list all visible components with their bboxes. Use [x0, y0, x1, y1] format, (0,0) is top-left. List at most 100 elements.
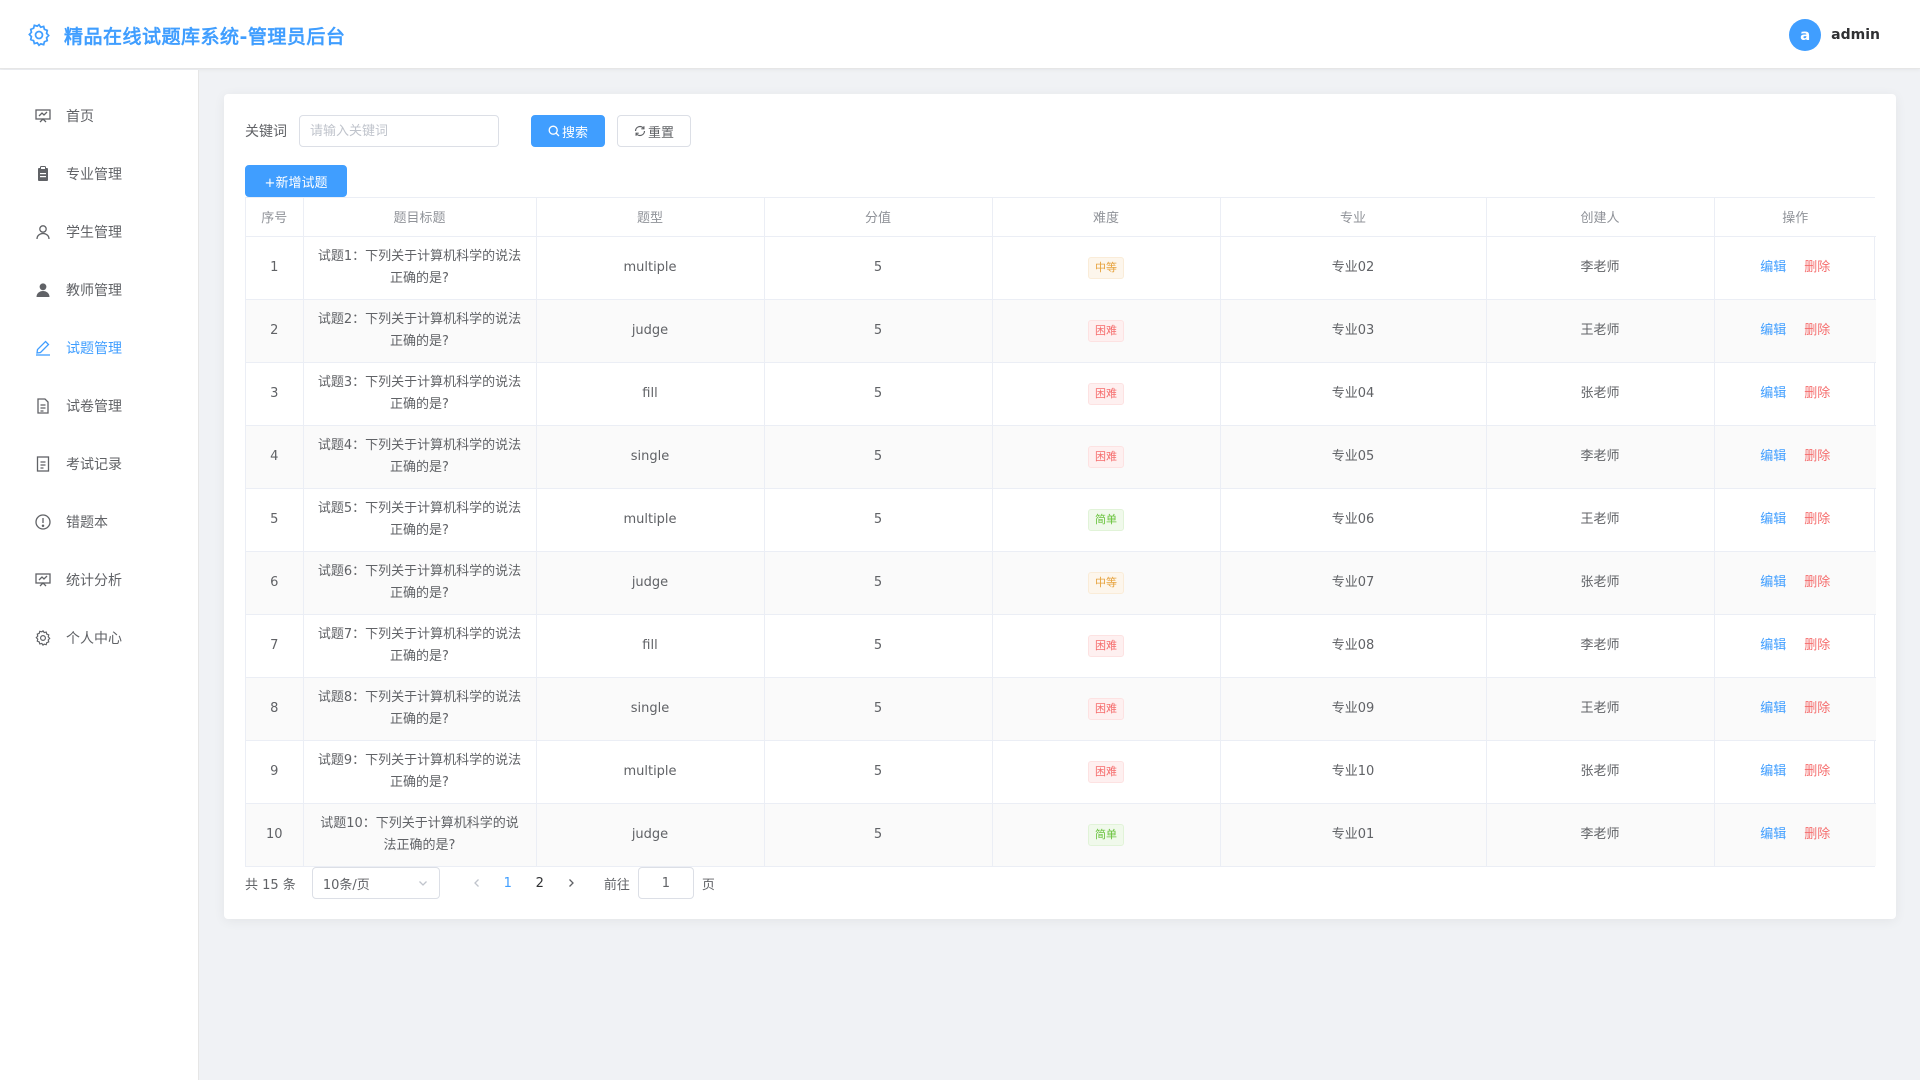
difficulty-tag: 中等 — [1088, 256, 1124, 279]
top-header: 精品在线试题库系统-管理员后台 a admin — [0, 0, 1920, 69]
question-type: single — [536, 425, 765, 489]
sidebar-item-exam-records[interactable]: 考试记录 — [0, 435, 198, 493]
keyword-input[interactable] — [299, 115, 499, 147]
difficulty-cell: 困难 — [992, 362, 1221, 426]
add-question-button[interactable]: +新增试题 — [245, 165, 347, 197]
sidebar-item-papers[interactable]: 试卷管理 — [0, 377, 198, 435]
page-size-value: 10条/页 — [322, 877, 370, 893]
edit-button[interactable]: 编辑 — [1760, 826, 1787, 842]
edit-button[interactable]: 编辑 — [1760, 448, 1787, 464]
questions-table: 序号 题目标题 题型 分值 难度 专业 创建人 操作 1 试题1：下列关于计算机科… — [245, 197, 1876, 867]
question-creator: 李老师 — [1486, 803, 1715, 866]
search-button-label: 搜索 — [561, 125, 588, 141]
question-type: judge — [536, 803, 765, 866]
question-creator: 张老师 — [1486, 551, 1715, 615]
goto-page-input[interactable] — [637, 867, 694, 899]
reset-button[interactable]: 重置 — [617, 115, 691, 147]
user-menu[interactable]: a admin — [1789, 19, 1880, 51]
question-score: 5 — [764, 740, 993, 804]
row-number: 4 — [246, 425, 304, 489]
question-major: 专业02 — [1220, 236, 1487, 300]
page-number[interactable]: 1 — [503, 875, 512, 891]
sidebar-item-label: 试题管理 — [66, 341, 122, 357]
sidebar-item-label: 专业管理 — [66, 167, 122, 183]
difficulty-tag: 简单 — [1088, 823, 1124, 846]
row-number: 2 — [246, 299, 304, 363]
question-type: fill — [536, 362, 765, 426]
delete-button[interactable]: 删除 — [1804, 511, 1831, 527]
difficulty-cell: 中等 — [992, 551, 1221, 615]
question-title: 试题10：下列关于计算机科学的说法正确的是? — [303, 803, 537, 866]
clipboard-icon — [34, 165, 52, 183]
delete-button[interactable]: 删除 — [1804, 448, 1831, 464]
edit-button[interactable]: 编辑 — [1760, 322, 1787, 338]
question-score: 5 — [764, 803, 993, 866]
table-header-row: 序号 题目标题 题型 分值 难度 专业 创建人 操作 — [246, 198, 1876, 237]
delete-button[interactable]: 删除 — [1804, 637, 1831, 653]
user-icon — [34, 223, 52, 241]
sidebar-item-profile[interactable]: 个人中心 — [0, 609, 198, 667]
sidebar-item-label: 错题本 — [66, 515, 108, 531]
difficulty-tag: 中等 — [1088, 571, 1124, 594]
table-row: 10 试题10：下列关于计算机科学的说法正确的是? judge 5 简单 专业01 李老师编… — [246, 803, 1876, 866]
question-title: 试题4：下列关于计算机科学的说法正确的是? — [303, 425, 537, 489]
difficulty-tag: 简单 — [1088, 508, 1124, 531]
sidebar-item-label: 学生管理 — [66, 225, 122, 241]
actions-cell: 编辑 删除 — [1714, 488, 1876, 552]
delete-button[interactable]: 删除 — [1804, 259, 1831, 275]
question-type: judge — [536, 299, 765, 363]
sidebar-item-statistics[interactable]: 统计分析 — [0, 551, 198, 609]
column-header: 题型 — [536, 198, 765, 237]
difficulty-tag: 困难 — [1088, 382, 1124, 405]
question-title: 试题6：下列关于计算机科学的说法正确的是? — [303, 551, 537, 615]
edit-button[interactable]: 编辑 — [1760, 637, 1787, 653]
page-size-select[interactable]: 10条/页 — [311, 867, 440, 899]
table-row: 4 试题4：下列关于计算机科学的说法正确的是? single 5 困难 专业05 李老师 编辑… — [246, 425, 1876, 489]
table-row: 5 试题5：下列关于计算机科学的说法正确的是? multiple 5 简单 专业06 王老师… — [246, 488, 1876, 552]
question-type: multiple — [536, 740, 765, 804]
prev-page-button[interactable] — [462, 869, 492, 897]
question-title: 试题3：下列关于计算机科学的说法正确的是? — [303, 362, 537, 426]
edit-button[interactable]: 编辑 — [1760, 385, 1787, 401]
actions-cell: 编辑 删除 — [1714, 425, 1876, 489]
delete-button[interactable]: 删除 — [1804, 763, 1831, 779]
edit-button[interactable]: 编辑 — [1760, 763, 1787, 779]
delete-button[interactable]: 删除 — [1804, 574, 1831, 590]
sidebar-item-majors[interactable]: 专业管理 — [0, 145, 198, 203]
delete-button[interactable]: 删除 — [1804, 322, 1831, 338]
delete-button[interactable]: 删除 — [1804, 700, 1831, 716]
avatar[interactable]: a — [1789, 19, 1822, 51]
sidebar-item-questions[interactable]: 试题管理 — [0, 319, 198, 377]
table-body: 1 试题1：下列关于计算机科学的说法正确的是? multiple 5 中等 专业02 李老师… — [246, 236, 1876, 866]
search-icon — [548, 125, 560, 137]
edit-button[interactable]: 编辑 — [1760, 259, 1787, 275]
difficulty-cell: 困难 — [992, 677, 1221, 741]
delete-button[interactable]: 删除 — [1804, 826, 1831, 842]
gear-icon — [26, 22, 52, 48]
row-number: 3 — [246, 362, 304, 426]
setting-icon — [34, 629, 52, 647]
sidebar-item-home[interactable]: 首页 — [0, 87, 198, 145]
sidebar-item-students[interactable]: 学生管理 — [0, 203, 198, 261]
row-number: 1 — [246, 236, 304, 300]
sidebar-item-wrong-book[interactable]: 错题本 — [0, 493, 198, 551]
edit-button[interactable]: 编辑 — [1760, 700, 1787, 716]
sidebar-item-label: 首页 — [66, 109, 94, 125]
actions-cell: 编辑 删除 — [1714, 803, 1876, 866]
edit-button[interactable]: 编辑 — [1760, 511, 1787, 527]
sidebar-item-label: 统计分析 — [66, 573, 122, 589]
question-creator: 李老师 — [1486, 614, 1715, 678]
keyword-label: 关键词 — [245, 124, 287, 140]
question-type: judge — [536, 551, 765, 615]
next-page-button[interactable] — [556, 869, 586, 897]
sidebar-item-teachers[interactable]: 教师管理 — [0, 261, 198, 319]
search-button[interactable]: 搜索 — [531, 115, 605, 147]
table-row: 8 试题8：下列关于计算机科学的说法正确的是? single 5 困难 专业09 王老师 编辑… — [246, 677, 1876, 741]
column-header: 分值 — [764, 198, 993, 237]
table-row: 3 试题3：下列关于计算机科学的说法正确的是? fill 5 困难 专业04 张老师 编辑 删除 — [246, 362, 1876, 426]
edit-button[interactable]: 编辑 — [1760, 574, 1787, 590]
column-header: 创建人 — [1486, 198, 1715, 237]
page-number[interactable]: 2 — [535, 875, 544, 891]
username[interactable]: admin — [1831, 27, 1880, 43]
delete-button[interactable]: 删除 — [1804, 385, 1831, 401]
